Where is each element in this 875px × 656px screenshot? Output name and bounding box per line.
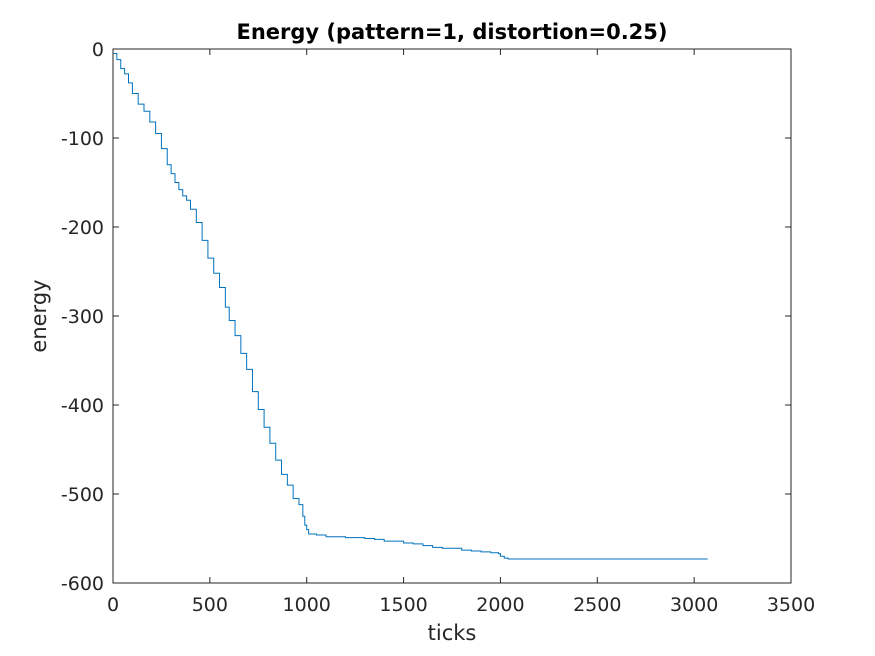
chart-title: Energy (pattern=1, distortion=0.25) (236, 20, 667, 44)
y-tick-label: -300 (61, 306, 104, 328)
axes-box (112, 48, 792, 584)
series-line-energy (113, 52, 708, 560)
y-tick-label: 0 (92, 39, 104, 61)
x-axis-label: ticks (428, 621, 477, 645)
x-tick-label: 500 (192, 594, 228, 616)
y-tick-label: -400 (61, 395, 104, 417)
x-tick-label: 3000 (670, 594, 718, 616)
x-tick-label: 1000 (283, 594, 331, 616)
y-tick-label: -100 (61, 128, 104, 150)
x-tick-label: 0 (107, 594, 119, 616)
y-tick-label: -500 (61, 484, 104, 506)
y-axis-label: energy (27, 279, 51, 352)
x-tick-label: 2500 (573, 594, 621, 616)
y-tick-label: -200 (61, 217, 104, 239)
x-tick-label: 1500 (379, 594, 427, 616)
x-tick-label: 3500 (767, 594, 815, 616)
y-tick-label: -600 (61, 573, 104, 595)
x-tick-label: 2000 (476, 594, 524, 616)
plot-area: 0 500 1000 1500 2000 2500 3000 3500 0 -100 -200 -30… (27, 20, 815, 645)
